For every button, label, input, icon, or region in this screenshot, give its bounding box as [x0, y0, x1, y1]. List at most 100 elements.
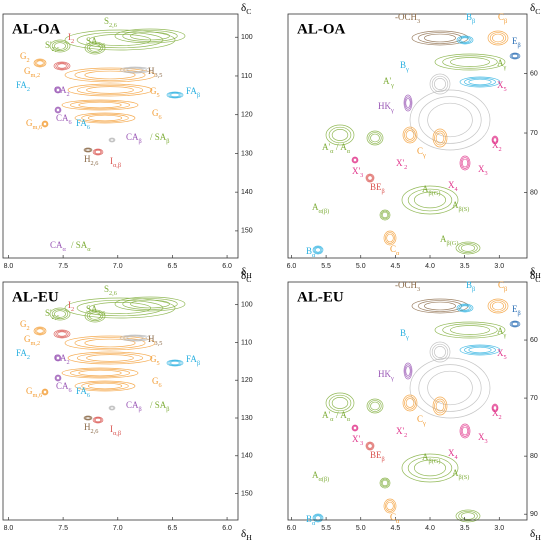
- peak-label: -OCH3: [395, 12, 420, 25]
- x-tick-label: 4.5: [391, 525, 401, 532]
- peak-label-main: CA: [56, 113, 69, 123]
- peak-label: A'γ: [383, 76, 394, 89]
- peak-label-sub: 2: [71, 38, 74, 45]
- peak-label-sub: 4: [455, 186, 459, 193]
- x-tick-label: 6.0: [287, 525, 297, 532]
- y-tick-label: 60: [530, 337, 538, 344]
- contour: [434, 78, 446, 90]
- contour: [402, 126, 418, 144]
- peak-label-main: B: [400, 60, 406, 70]
- peak-label-main: / A: [336, 410, 347, 420]
- peak-label-sub: 6: [159, 382, 162, 389]
- contour: [122, 30, 178, 42]
- peak-label-sub: m,6: [33, 392, 43, 399]
- peak-label-main: A: [497, 326, 504, 336]
- y-tick-label: 70: [530, 395, 538, 402]
- peak-label-sub: β(G): [429, 458, 441, 465]
- peak-label-main: -OCH: [395, 12, 417, 22]
- x-tick-label: 3.5: [460, 525, 470, 532]
- contour: [84, 309, 106, 323]
- x-tick-label: 7.0: [113, 525, 123, 532]
- peak-label-main: X: [497, 80, 504, 90]
- peak-label-main: FA: [76, 386, 87, 396]
- contour: [427, 370, 473, 406]
- contour: [36, 328, 44, 334]
- contour: [55, 62, 69, 70]
- contour: [55, 107, 61, 113]
- peak-label-sub: 2: [499, 146, 502, 153]
- contour: [431, 75, 449, 93]
- peak-label-sub: γ: [405, 66, 409, 73]
- peak-label-main: X: [497, 348, 504, 358]
- peak-label-sub: 6: [87, 124, 90, 131]
- contour: [413, 459, 447, 477]
- plot-frame: [2, 13, 239, 259]
- peak-label-main: G: [152, 108, 159, 118]
- peak-label-main: X': [352, 166, 360, 176]
- contour: [170, 360, 180, 366]
- contour: [456, 35, 474, 45]
- contour: [409, 357, 491, 419]
- contour: [122, 67, 148, 73]
- peak-label-main: B: [466, 280, 472, 290]
- x-tick-label: 8.0: [4, 525, 14, 532]
- contour: [456, 303, 474, 313]
- contour: [53, 329, 71, 339]
- peak-label: H2,6: [84, 154, 98, 167]
- peak-label-sub: 3,5: [155, 72, 163, 79]
- peak-label-sub: β(G): [447, 240, 459, 247]
- peak-label-main: A: [452, 200, 459, 210]
- x-axis-label-main: δ: [530, 528, 535, 540]
- y-tick-label: 120: [241, 377, 253, 384]
- peak-label: FA6: [76, 386, 90, 399]
- contour: [492, 301, 504, 311]
- contour: [84, 148, 92, 152]
- peak-label: / SAβ: [150, 400, 169, 413]
- peak-label: BEβ: [370, 182, 385, 195]
- contour: [42, 389, 48, 395]
- contour: [74, 69, 146, 81]
- peak-label-main: X: [492, 140, 499, 150]
- peak-label-sub: 2: [27, 325, 30, 332]
- y-axis-label-sub: C: [535, 275, 540, 284]
- peak-label-sub: γ: [390, 375, 394, 382]
- contour: [109, 406, 115, 410]
- peak-label-main: H: [84, 422, 91, 432]
- peak-label-main: B: [466, 12, 472, 22]
- contour: [413, 191, 447, 209]
- contour: [427, 102, 473, 138]
- panel-title: AL-EU: [12, 289, 59, 305]
- peak-label: Eβ: [512, 304, 521, 317]
- x-tick-label: 4.0: [425, 263, 435, 270]
- contour: [94, 417, 102, 423]
- contour: [51, 40, 69, 52]
- peak-label: FAβ: [186, 354, 200, 367]
- peak-label-main: S': [45, 40, 52, 50]
- contour: [328, 394, 352, 412]
- contour: [85, 416, 91, 420]
- peak-label-sub: β: [472, 18, 475, 25]
- contour: [78, 369, 122, 377]
- contour: [379, 209, 391, 221]
- x-tick-label: 4.0: [425, 525, 435, 532]
- peak-label-sub: 2: [27, 57, 30, 64]
- peak-label: / Aα: [336, 410, 351, 423]
- peak-label: Gm,6: [26, 118, 42, 131]
- peak-label-main: C: [417, 414, 423, 424]
- peak-label-main: H: [84, 154, 91, 164]
- contour: [49, 39, 71, 53]
- contour: [76, 84, 144, 96]
- peak-label-main: X: [478, 164, 485, 174]
- peak-label-main: SA: [86, 304, 98, 314]
- peak-label-sub: 2: [499, 414, 502, 421]
- contour: [81, 113, 129, 123]
- contour: [401, 453, 459, 483]
- peak-label-sub: α: [347, 416, 351, 423]
- contour: [370, 133, 380, 143]
- peak-label-main: C: [390, 244, 396, 254]
- contour: [459, 155, 471, 171]
- peak-label-main: CA: [54, 353, 67, 363]
- contour: [70, 100, 130, 110]
- peak-label-sub: 3,5: [155, 340, 163, 347]
- contour: [383, 230, 397, 246]
